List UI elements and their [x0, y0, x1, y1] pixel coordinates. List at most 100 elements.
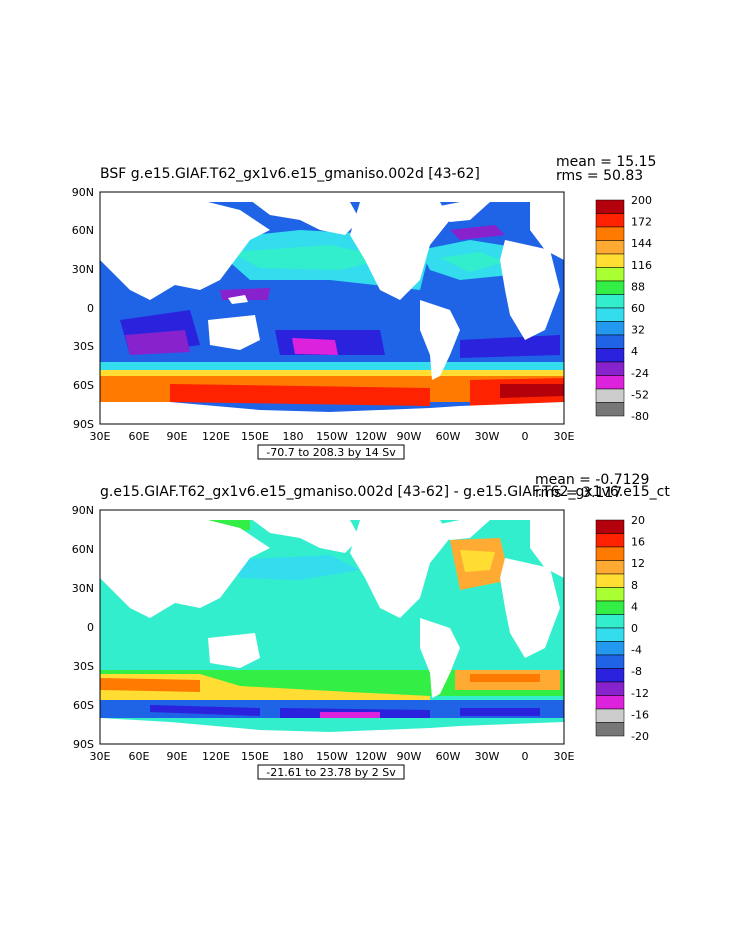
colorbar-swatch	[595, 519, 625, 534]
map-frame	[99, 509, 565, 745]
lat-label: 60S	[73, 699, 94, 712]
colorbar-swatch	[595, 240, 625, 255]
colorbar-label: 88	[631, 280, 645, 293]
lon-label: 60E	[129, 430, 150, 443]
colorbar-swatch	[595, 321, 625, 336]
colorbar-label: 116	[631, 259, 652, 272]
colorbar-swatch	[595, 641, 625, 656]
colorbar-swatch	[595, 348, 625, 363]
lon-label: 120W	[355, 430, 387, 443]
lat-label: 90N	[72, 186, 94, 199]
lon-label: 120E	[202, 750, 230, 763]
lon-label: 150E	[241, 430, 269, 443]
colorbar-swatch	[595, 587, 625, 602]
colorbar-swatch	[595, 546, 625, 561]
lon-axis: 30E 60E 90E 120E 150E 180 150W 120W 90W …	[90, 430, 575, 443]
colorbar-label: -4	[631, 644, 642, 657]
map-frame	[99, 191, 565, 425]
lat-label: 90N	[72, 504, 94, 517]
bsf-map-panel: BSF g.e15.GIAF.T62_gx1v6.e15_gmaniso.002…	[0, 140, 733, 470]
lat-label: 90S	[73, 738, 94, 751]
rms-stat: rms = 3.117	[535, 485, 622, 501]
colorbar-swatch	[595, 722, 625, 737]
bsf-map-svg: BSF g.e15.GIAF.T62_gx1v6.e15_gmaniso.002…	[72, 154, 656, 460]
range-box	[257, 444, 405, 460]
lon-label: 0	[522, 430, 529, 443]
colorbar-swatch	[595, 614, 625, 629]
lon-label: 180	[283, 750, 304, 763]
lon-label: 30E	[554, 430, 575, 443]
map-title: BSF g.e15.GIAF.T62_gx1v6.e15_gmaniso.002…	[100, 166, 480, 182]
colorbar-label: 172	[631, 216, 652, 229]
colorbar-label: 8	[631, 579, 638, 592]
colorbar-swatch	[595, 213, 625, 228]
difference-map-panel: g.e15.GIAF.T62_gx1v6.e15_gmaniso.002d [4…	[0, 460, 733, 800]
colorbar-label: 12	[631, 557, 645, 570]
lon-label: 180	[283, 430, 304, 443]
colorbar-label: 0	[631, 622, 638, 635]
lon-label: 0	[522, 750, 529, 763]
lon-label: 90E	[167, 430, 188, 443]
colorbar: 20 16 12 8 4 0 -4 -8 -12 -16 -20	[595, 514, 649, 743]
colorbar-swatch	[595, 307, 625, 322]
colorbar-swatch	[595, 560, 625, 575]
colorbar-label: 144	[631, 237, 652, 250]
lon-label: 30W	[475, 750, 500, 763]
lat-label: 60S	[73, 379, 94, 392]
colorbar-swatch	[595, 600, 625, 615]
map-title: g.e15.GIAF.T62_gx1v6.e15_gmaniso.002d [4…	[100, 484, 670, 500]
lon-label: 150W	[316, 750, 348, 763]
lon-label: 30E	[90, 750, 111, 763]
lon-label: 120W	[355, 750, 387, 763]
colorbar-swatch	[595, 294, 625, 309]
lon-label: 150W	[316, 430, 348, 443]
lon-label: 60W	[436, 750, 461, 763]
lat-label: 60N	[72, 543, 94, 556]
lon-label: 90E	[167, 750, 188, 763]
colorbar-swatch	[595, 253, 625, 268]
colorbar-swatch	[595, 267, 625, 282]
colorbar-label: 4	[631, 600, 638, 613]
colorbar-label: 200	[631, 194, 652, 207]
colorbar-label: -52	[631, 388, 649, 401]
colorbar-label: -12	[631, 687, 649, 700]
colorbar-swatch	[595, 533, 625, 548]
mean-stat: mean = -0.7129	[535, 472, 649, 488]
colorbar-swatch	[595, 388, 625, 403]
colorbar-swatch	[595, 334, 625, 349]
lat-label: 60N	[72, 224, 94, 237]
colorbar-label: 20	[631, 514, 645, 527]
lon-label: 30W	[475, 430, 500, 443]
range-label: -70.7 to 208.3 by 14 Sv	[266, 446, 396, 459]
difference-map-svg: g.e15.GIAF.T62_gx1v6.e15_gmaniso.002d [4…	[72, 472, 670, 780]
colorbar-swatch	[595, 226, 625, 241]
colorbar-swatch	[595, 402, 625, 417]
lat-axis: 90N 60N 30N 0 30S 60S 90S	[72, 186, 94, 431]
colorbar-label: -20	[631, 730, 649, 743]
colorbar-swatch	[595, 681, 625, 696]
lat-label: 90S	[73, 418, 94, 431]
range-label: -21.61 to 23.78 by 2 Sv	[266, 766, 396, 779]
lat-label: 30N	[72, 582, 94, 595]
range-box	[257, 764, 405, 780]
lat-label: 30N	[72, 263, 94, 276]
lon-axis: 30E 60E 90E 120E 150E 180 150W 120W 90W …	[90, 750, 575, 763]
lon-label: 30E	[554, 750, 575, 763]
colorbar-label: -8	[631, 665, 642, 678]
colorbar-swatch	[595, 654, 625, 669]
lon-label: 60E	[129, 750, 150, 763]
colorbar-label: 60	[631, 302, 645, 315]
colorbar-label: 4	[631, 345, 638, 358]
mean-stat: mean = 15.15	[556, 154, 656, 170]
lon-label: 90W	[397, 430, 422, 443]
lon-label: 30E	[90, 430, 111, 443]
lon-label: 90W	[397, 750, 422, 763]
lat-label: 30S	[73, 660, 94, 673]
lat-label: 0	[87, 621, 94, 634]
colorbar-swatch	[595, 573, 625, 588]
map-field	[100, 192, 564, 424]
lon-label: 60W	[436, 430, 461, 443]
colorbar-swatch	[595, 708, 625, 723]
rms-stat: rms = 50.83	[556, 168, 643, 184]
lat-label: 30S	[73, 340, 94, 353]
